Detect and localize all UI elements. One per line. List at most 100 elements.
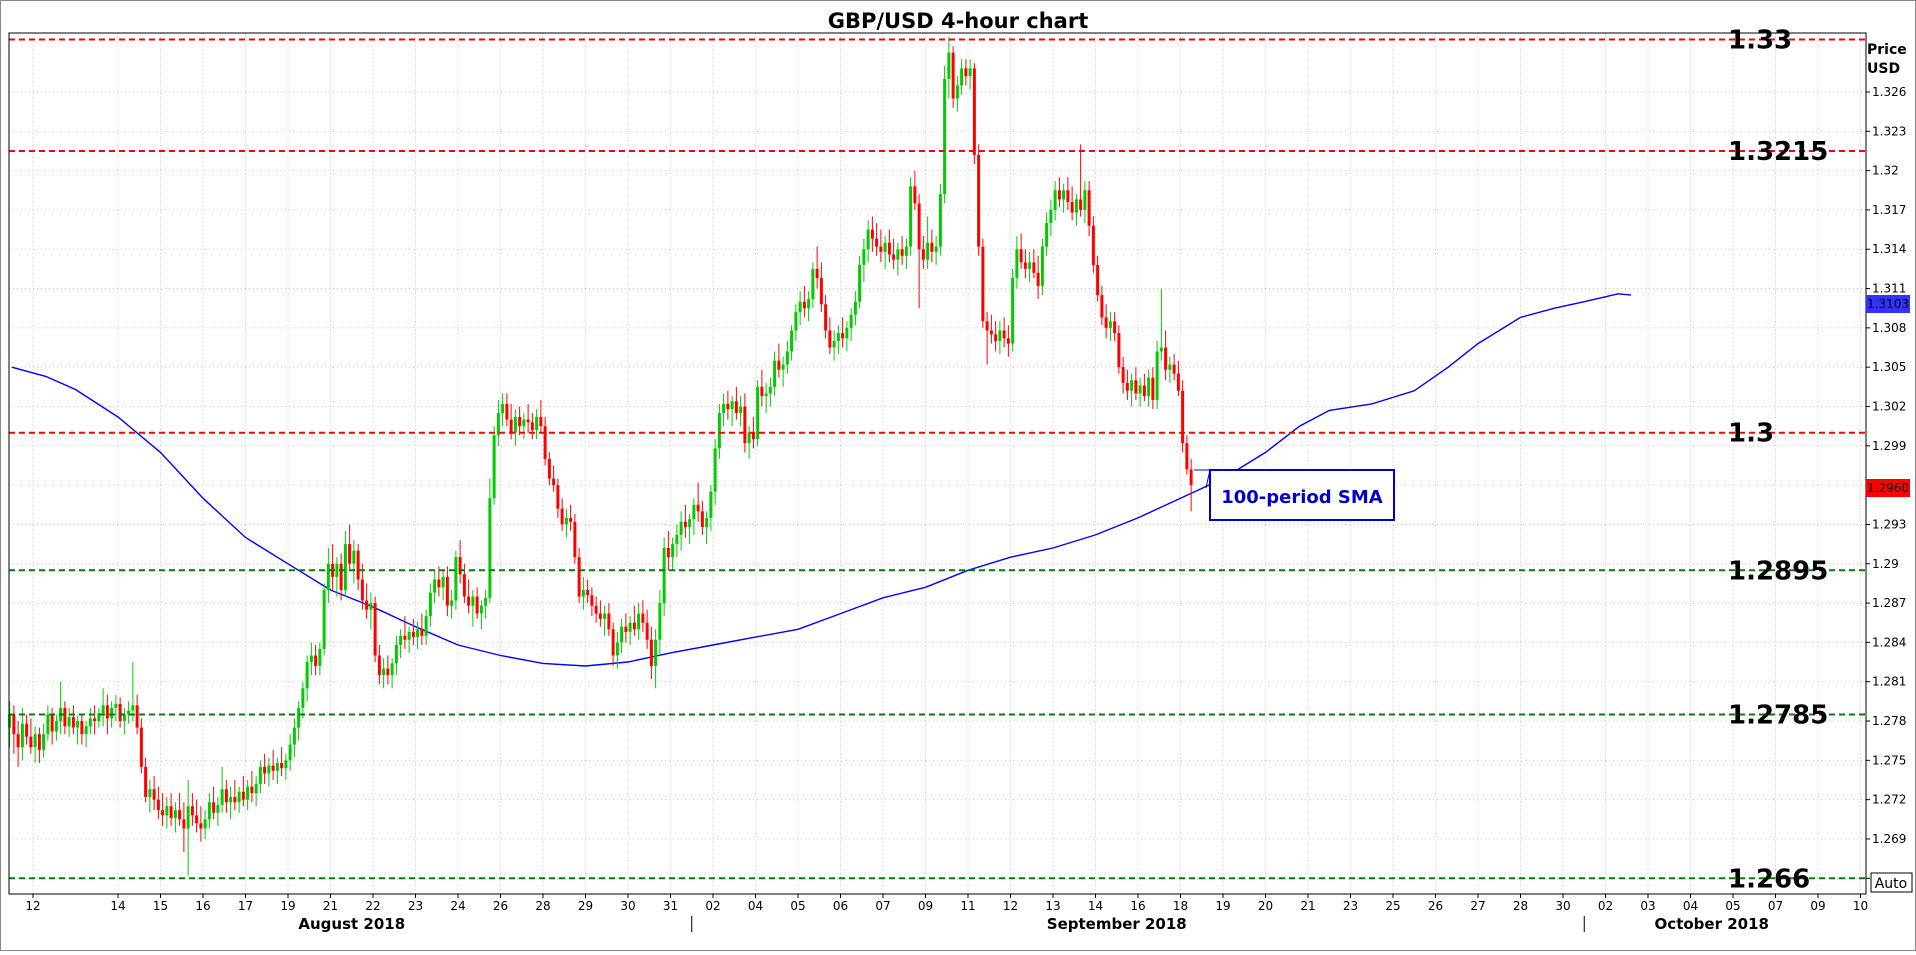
sma-label: 100-period SMA (1221, 487, 1383, 508)
bearish-candle (666, 548, 670, 558)
bullish-candle (229, 797, 233, 803)
x-tick-label: 26 (1428, 899, 1443, 913)
bearish-candle (37, 734, 41, 750)
auto-scale-button-label[interactable]: Auto (1875, 876, 1908, 892)
bearish-candle (509, 419, 513, 433)
bearish-candle (875, 238, 879, 247)
x-tick-label: 24 (450, 899, 465, 913)
bullish-candle (896, 249, 900, 260)
bullish-candle (926, 242, 930, 260)
x-tick-label: 28 (1513, 899, 1528, 913)
bearish-candle (802, 301, 806, 309)
bullish-candle (309, 655, 313, 663)
x-tick-label: 19 (1215, 899, 1230, 913)
x-tick-label: 28 (535, 899, 550, 913)
bearish-candle (1096, 264, 1100, 296)
bullish-candle (288, 744, 292, 761)
bearish-candle (1121, 367, 1125, 383)
bullish-candle (637, 613, 641, 630)
bullish-candle (84, 726, 88, 735)
bullish-candle (335, 563, 339, 577)
bullish-candle (798, 301, 802, 313)
bearish-candle (632, 622, 636, 630)
bearish-candle (356, 550, 360, 580)
y-tick-label: 1.305 (1872, 360, 1906, 374)
bearish-candle (598, 613, 602, 619)
sma-price-badge-text: 1.3103 (1867, 297, 1909, 311)
bullish-candle (54, 721, 58, 732)
bullish-candle (46, 714, 50, 735)
x-tick-label: 14 (110, 899, 125, 913)
bullish-candle (781, 364, 785, 370)
bullish-candle (615, 642, 619, 656)
y-tick-label: 1.308 (1872, 321, 1906, 335)
bearish-candle (815, 268, 819, 279)
bearish-candle (977, 154, 981, 247)
sma-label-box (1209, 469, 1395, 521)
bearish-candle (539, 416, 543, 427)
bullish-candle (943, 78, 947, 195)
bearish-candle (989, 330, 993, 335)
bearish-candle (1002, 330, 1006, 339)
bullish-candle (110, 707, 114, 719)
bullish-candle (390, 663, 394, 676)
bearish-candle (913, 186, 917, 204)
bearish-candle (445, 576, 449, 606)
bullish-candle (382, 668, 386, 676)
bullish-candle (904, 246, 908, 256)
bullish-candle (207, 802, 211, 820)
bearish-candle (1189, 469, 1193, 486)
month-label: September 2018 (1047, 915, 1187, 933)
bearish-candle (224, 789, 228, 803)
x-tick-label: 21 (1300, 899, 1315, 913)
y-axis-title-line2: USD (1867, 61, 1900, 77)
bullish-candle (794, 312, 798, 331)
bullish-candle (858, 264, 862, 302)
bullish-candle (836, 333, 840, 341)
bearish-candle (607, 613, 611, 630)
bullish-candle (1015, 249, 1019, 279)
bullish-candle (326, 563, 330, 590)
auto-scale-button[interactable]: Auto (1870, 872, 1913, 893)
bullish-candle (535, 416, 539, 431)
bearish-candle (1006, 338, 1010, 344)
auto-scale-button-bg[interactable] (1870, 872, 1913, 893)
bearish-candle (475, 596, 479, 614)
y-axis-title-line1: Price (1867, 42, 1907, 58)
bearish-candle (1019, 249, 1023, 263)
x-tick-label: 26 (493, 899, 508, 913)
chart-title: GBP/USD 4-hour chart (828, 9, 1089, 33)
bullish-candle (717, 413, 721, 449)
bearish-candle (250, 786, 254, 794)
current-price-badge-bg (1866, 479, 1910, 497)
bullish-candle (853, 301, 857, 315)
bullish-candle (654, 639, 658, 666)
x-tick-label: 03 (1640, 899, 1655, 913)
bullish-candle (764, 393, 768, 397)
bearish-candle (964, 68, 968, 77)
bullish-candle (173, 810, 177, 818)
bearish-candle (16, 734, 20, 748)
bullish-candle (1155, 351, 1159, 400)
bullish-candle (399, 635, 403, 646)
bearish-candle (760, 386, 764, 397)
bullish-candle (845, 327, 849, 339)
bullish-candle (785, 351, 789, 365)
bullish-candle (1130, 380, 1134, 391)
bullish-candle (1049, 209, 1053, 224)
bearish-candle (560, 508, 564, 525)
bullish-candle (8, 714, 12, 728)
bearish-candle (556, 485, 560, 509)
bullish-candle (76, 721, 80, 728)
bearish-candle (1172, 364, 1176, 374)
bearish-candle (156, 799, 160, 811)
x-tick-label: 05 (1725, 899, 1740, 913)
y-tick-label: 1.32 (1872, 164, 1899, 178)
bullish-candle (246, 786, 250, 800)
bullish-candle (496, 413, 500, 436)
x-tick-label: 14 (1088, 899, 1103, 913)
bullish-candle (513, 416, 517, 433)
bullish-candle (488, 498, 492, 598)
bullish-candle (267, 765, 271, 774)
bearish-candle (1125, 382, 1129, 391)
